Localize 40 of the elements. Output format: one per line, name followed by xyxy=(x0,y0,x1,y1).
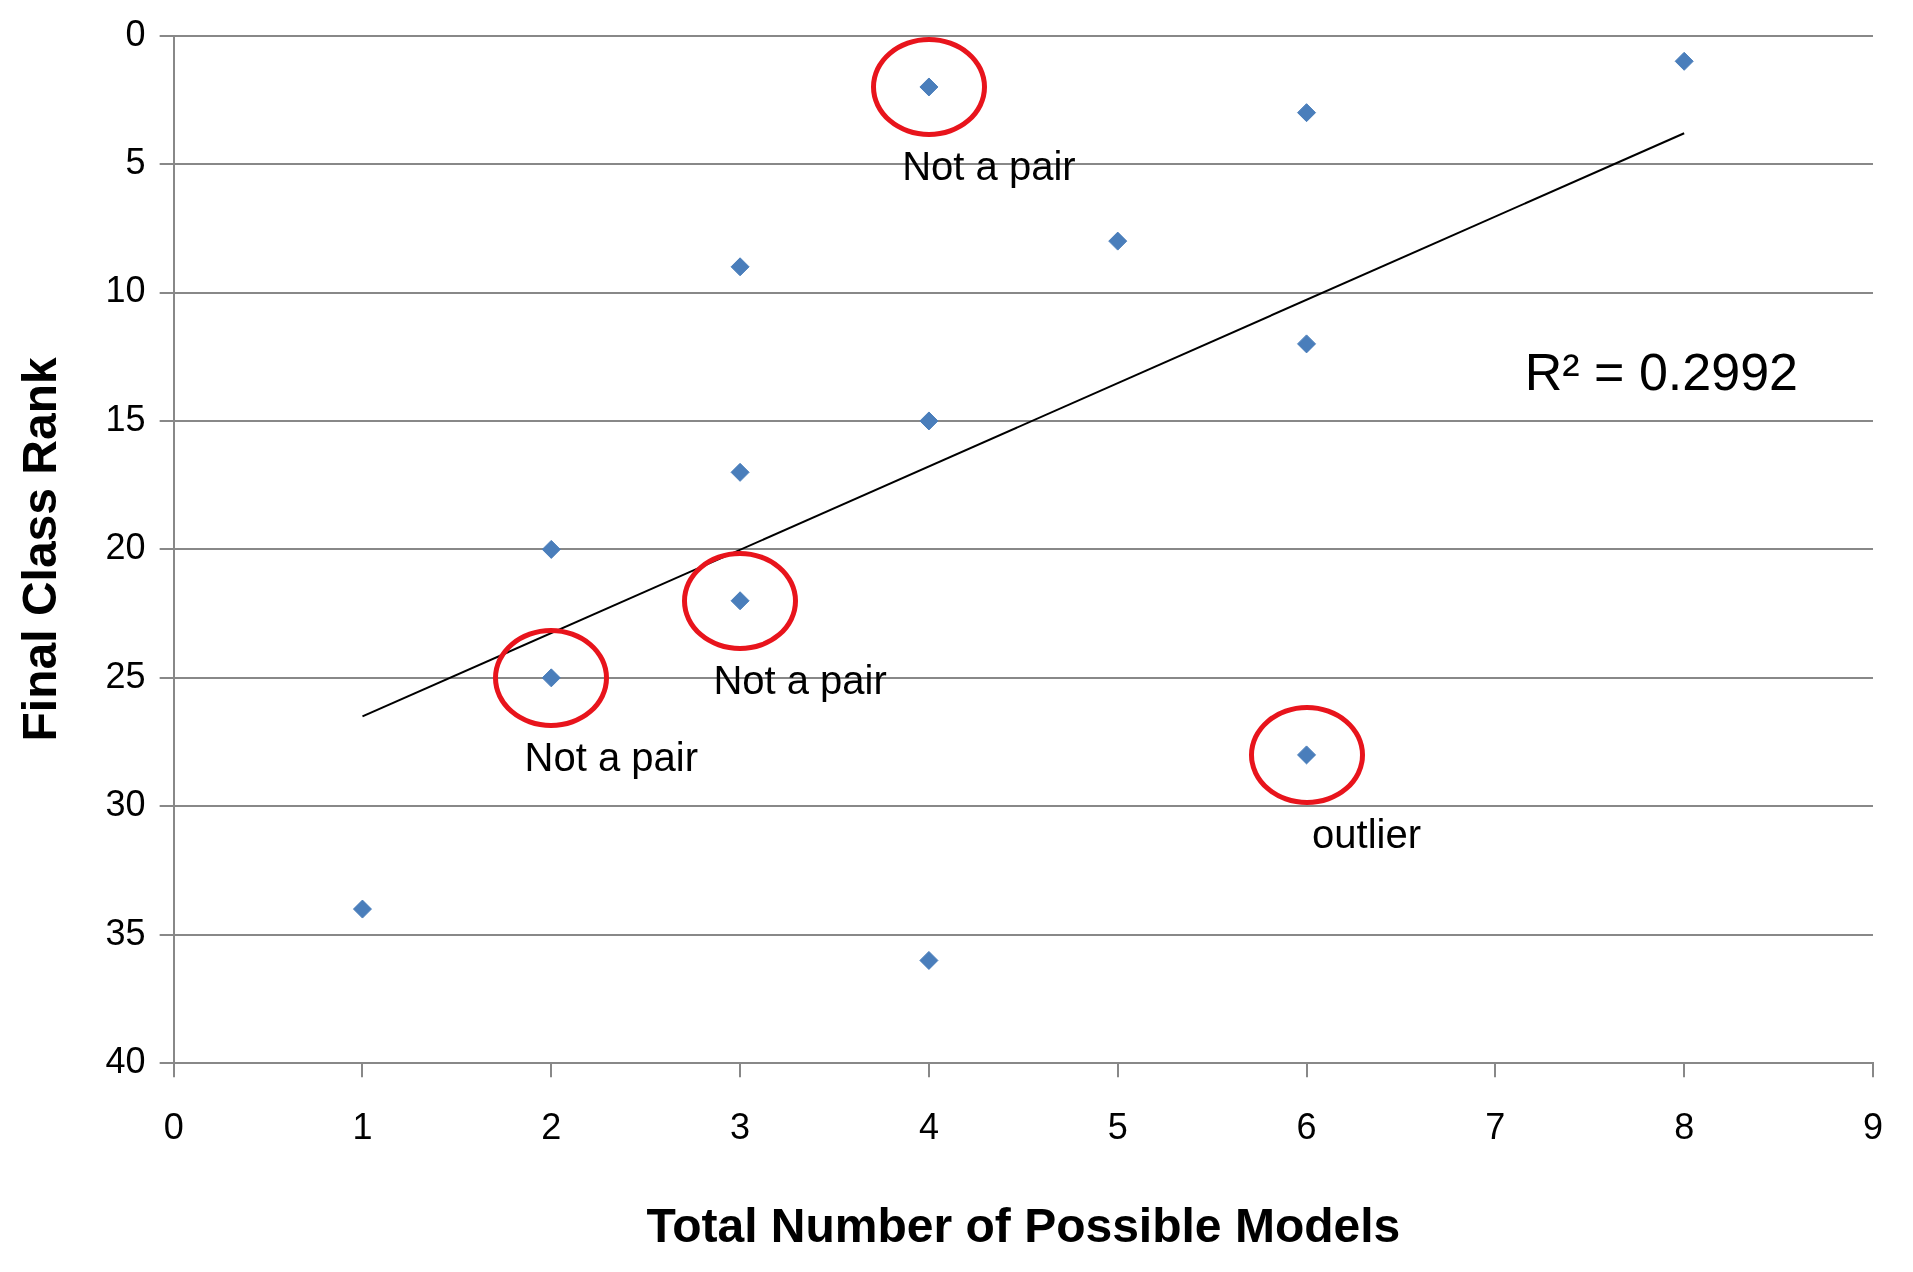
x-axis-title: Total Number of Possible Models xyxy=(646,1199,1401,1253)
point xyxy=(541,539,561,559)
point xyxy=(1674,51,1694,71)
x-tick-label: 6 xyxy=(1296,1105,1317,1147)
y-tick-label: 15 xyxy=(105,397,146,439)
annotation: outlier xyxy=(1312,811,1422,856)
point xyxy=(541,668,561,688)
point xyxy=(919,411,939,431)
annotation: Not a pair xyxy=(524,734,698,779)
point xyxy=(730,462,750,482)
y-tick-label: 0 xyxy=(125,12,146,54)
x-tick-label: 4 xyxy=(918,1105,939,1147)
point xyxy=(919,950,939,970)
y-tick-label: 25 xyxy=(105,654,146,696)
point xyxy=(1297,103,1317,123)
point xyxy=(1108,231,1128,251)
x-tick-label: 2 xyxy=(541,1105,562,1147)
x-tick-label: 1 xyxy=(352,1105,373,1147)
point xyxy=(730,257,750,277)
point xyxy=(730,591,750,611)
y-axis-title: Final Class Rank xyxy=(13,357,67,742)
x-tick-label: 5 xyxy=(1107,1105,1128,1147)
y-tick-label: 10 xyxy=(105,269,146,311)
x-tick-label: 3 xyxy=(730,1105,751,1147)
y-tick-label: 35 xyxy=(105,911,146,953)
point xyxy=(1297,334,1317,354)
point xyxy=(1297,745,1317,765)
x-tick-label: 8 xyxy=(1674,1105,1695,1147)
x-tick-label: 0 xyxy=(163,1105,184,1147)
y-tick-label: 30 xyxy=(105,783,146,825)
point xyxy=(919,77,939,97)
x-tick-label: 7 xyxy=(1485,1105,1506,1147)
annotation: Not a pair xyxy=(902,144,1076,189)
point xyxy=(352,899,372,919)
annotation: Not a pair xyxy=(713,657,887,702)
x-tick-label: 9 xyxy=(1862,1105,1883,1147)
annotation: R² = 0.2992 xyxy=(1524,342,1798,401)
y-tick-label: 5 xyxy=(125,140,146,182)
y-tick-label: 40 xyxy=(105,1040,146,1082)
y-tick-label: 20 xyxy=(105,526,146,568)
